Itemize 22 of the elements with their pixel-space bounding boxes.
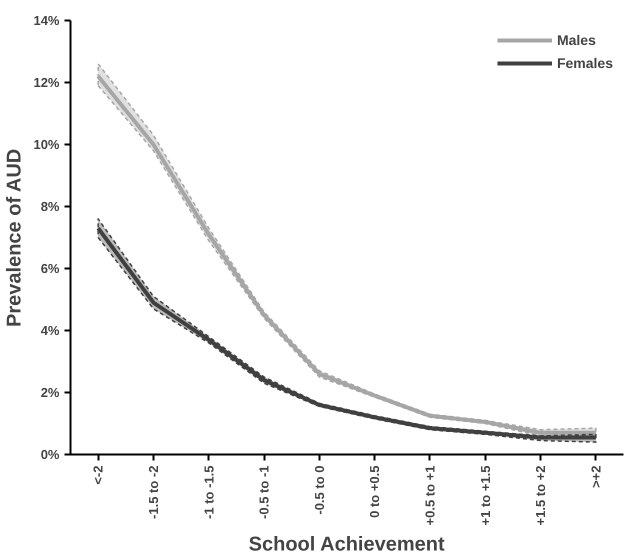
x-tick-label: +0.5 to +1 (422, 465, 438, 526)
x-tick-label: -0.5 to 0 (312, 466, 327, 515)
x-tick-label: -1 to -1.5 (201, 465, 216, 519)
y-tick-label: 0% (40, 447, 60, 462)
x-tick-label: >+2 (588, 465, 604, 488)
y-tick-label: 4% (40, 323, 60, 338)
y-tick-label: 2% (40, 385, 60, 400)
x-tick-label: -1.5 to -2 (146, 465, 161, 519)
legend-label: Females (556, 55, 613, 71)
x-tick-label: +1.5 to +2 (533, 465, 548, 526)
y-tick-label: 6% (40, 261, 60, 276)
x-axis-title: School Achievement (248, 533, 445, 556)
legend-label: Males (556, 32, 596, 48)
x-tick-label: -0.5 to -1 (256, 465, 272, 519)
y-tick-label: 14% (33, 13, 60, 28)
y-axis-title: Prevalence of AUD (3, 148, 26, 327)
y-tick-label: 10% (33, 137, 60, 152)
x-tick-label: <-2 (90, 465, 106, 485)
y-tick-label: 12% (33, 75, 60, 90)
x-tick-label: 0 to +0.5 (367, 465, 382, 518)
y-tick-label: 8% (40, 199, 60, 214)
x-tick-label: +1 to +1.5 (478, 465, 493, 526)
